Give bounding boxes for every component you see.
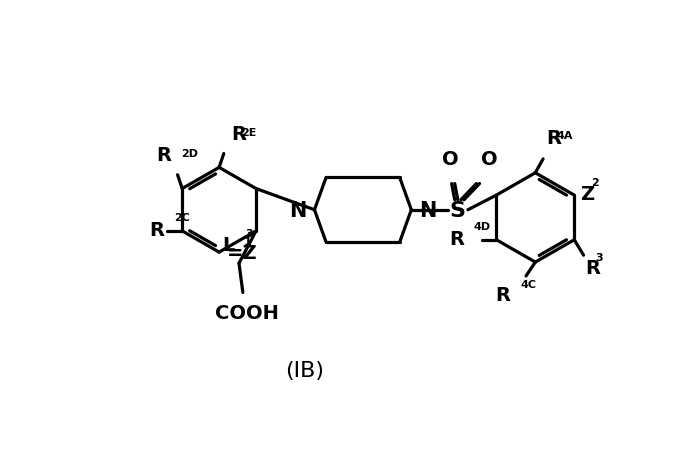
Text: O: O xyxy=(480,150,497,169)
Text: N: N xyxy=(419,200,436,220)
Text: 2E: 2E xyxy=(242,127,257,137)
Text: 4C: 4C xyxy=(521,280,537,290)
Text: R: R xyxy=(496,285,510,304)
Text: 2D: 2D xyxy=(182,148,199,158)
Text: 4D: 4D xyxy=(474,222,491,232)
Text: COOH: COOH xyxy=(215,304,279,323)
Text: L: L xyxy=(223,235,235,254)
Text: R: R xyxy=(546,129,561,147)
Text: 2C: 2C xyxy=(175,212,190,222)
Text: S: S xyxy=(450,200,466,220)
Text: R: R xyxy=(231,124,247,143)
Text: N: N xyxy=(289,200,307,220)
Text: 3: 3 xyxy=(245,228,253,238)
Text: 2: 2 xyxy=(591,177,599,187)
Text: (IB): (IB) xyxy=(285,360,324,380)
Text: 3: 3 xyxy=(595,252,603,263)
Text: =Z: =Z xyxy=(227,244,257,263)
Text: R: R xyxy=(157,146,171,165)
Text: R: R xyxy=(150,220,164,239)
Text: R: R xyxy=(449,229,464,248)
Text: O: O xyxy=(442,150,459,169)
Text: 4A: 4A xyxy=(556,131,572,141)
Text: R: R xyxy=(585,259,600,278)
Text: Z: Z xyxy=(580,185,595,204)
Text: 1: 1 xyxy=(244,236,252,246)
